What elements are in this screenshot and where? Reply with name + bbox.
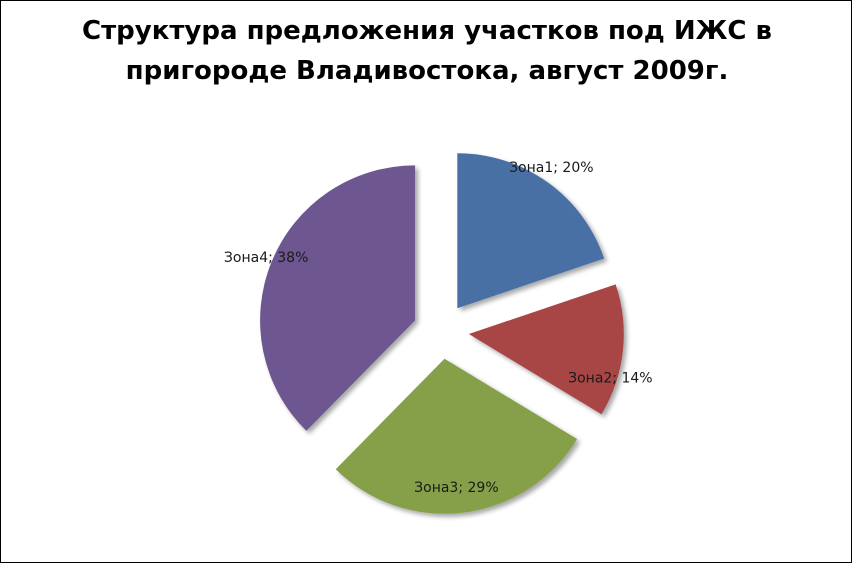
pie-label-4: Зона4; 38% [224, 250, 308, 266]
pie-label-3: Зона3; 29% [414, 480, 498, 496]
chart-title-line-2: пригороде Владивостока, август 2009г. [125, 56, 729, 86]
chart-title: Структура предложения участков под ИЖС в… [1, 11, 852, 91]
pie-slice-3 [335, 358, 578, 514]
pie-slice-1 [457, 153, 605, 309]
pie-slices [260, 153, 624, 514]
pie-slice-2 [468, 284, 624, 415]
pie-labels: Зона1; 20% Зона2; 14% Зона3; 29% Зона4; 38% [224, 160, 653, 496]
pie-slice-4 [260, 165, 416, 431]
pie-label-1: Зона1; 20% [509, 160, 593, 176]
chart-title-line-1: Структура предложения участков под ИЖС в [81, 16, 772, 46]
pie-label-2: Зона2; 14% [568, 370, 652, 386]
